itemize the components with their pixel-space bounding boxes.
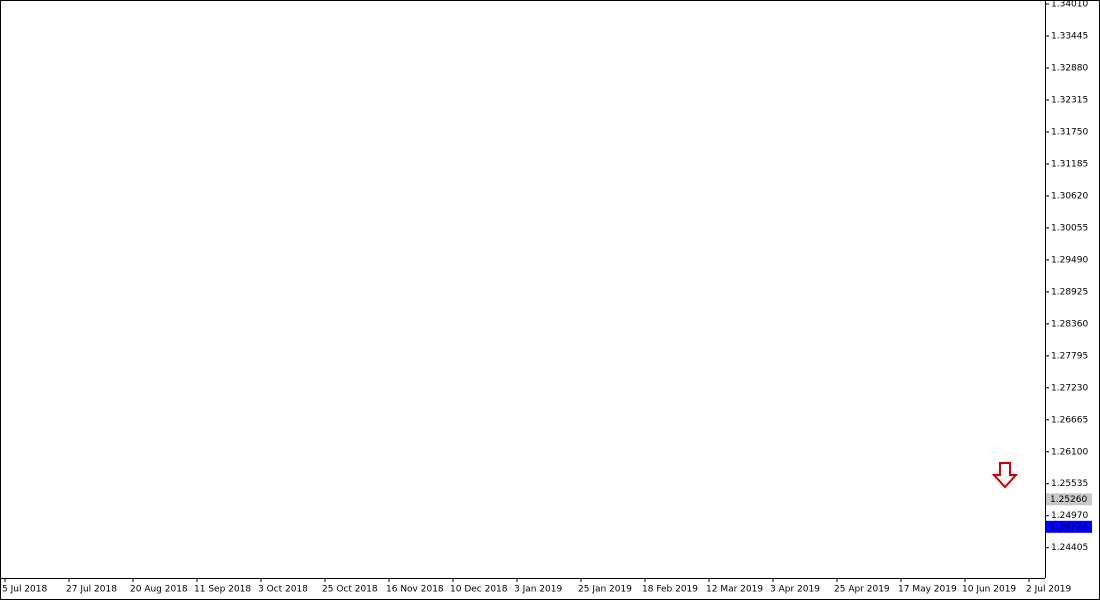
x-tick-label: 2 Jul 2019 — [1026, 585, 1071, 595]
x-tick-label: 16 Nov 2018 — [386, 585, 444, 595]
y-tick-label: 1.31185 — [1051, 159, 1088, 169]
x-tick-label: 5 Jul 2018 — [2, 585, 47, 595]
price-label: 1.24774 — [1050, 522, 1087, 532]
x-tick-label: 20 Aug 2018 — [130, 585, 188, 595]
x-tick-label: 3 Apr 2019 — [770, 585, 820, 595]
y-tick-label: 1.26665 — [1051, 415, 1088, 425]
y-tick-label: 1.31750 — [1051, 127, 1088, 137]
price-label-box — [1046, 520, 1092, 533]
y-tick-label: 1.33445 — [1051, 31, 1088, 41]
y-tick-label: 1.29490 — [1051, 255, 1088, 265]
x-tick-label: 17 May 2019 — [898, 585, 957, 595]
y-tick-label: 1.32880 — [1051, 63, 1088, 73]
price-label: 1.25260 — [1050, 495, 1087, 505]
x-tick-label: 25 Apr 2019 — [834, 585, 890, 595]
y-tick-label: 1.24970 — [1051, 511, 1088, 521]
x-tick-label: 18 Feb 2019 — [642, 585, 698, 595]
y-tick-label: 1.32315 — [1051, 95, 1088, 105]
x-tick-label: 3 Oct 2018 — [258, 585, 308, 595]
x-tick-label: 3 Jan 2019 — [514, 585, 562, 595]
y-tick-label: 1.24405 — [1051, 543, 1088, 553]
x-tick-label: 25 Oct 2018 — [322, 585, 378, 595]
x-tick-label: 11 Sep 2018 — [194, 585, 251, 595]
down-arrow-annotation — [991, 462, 1019, 489]
y-tick-label: 1.34010 — [1051, 0, 1088, 9]
arrow-shape — [991, 462, 1019, 489]
x-tick-label: 10 Dec 2018 — [450, 585, 508, 595]
price-label-box — [1046, 493, 1092, 506]
x-tick-label: 10 Jun 2019 — [962, 585, 1016, 595]
y-tick-label: 1.25535 — [1051, 479, 1088, 489]
y-tick-label: 1.27795 — [1051, 351, 1088, 361]
y-tick-label: 1.28360 — [1051, 319, 1088, 329]
y-tick-label: 1.30055 — [1051, 223, 1088, 233]
x-tick-label: 12 Mar 2019 — [706, 585, 763, 595]
y-tick-label: 1.30620 — [1051, 191, 1088, 201]
y-tick-label: 1.28925 — [1051, 287, 1088, 297]
x-tick-label: 25 Jan 2019 — [578, 585, 632, 595]
y-tick-label: 1.27230 — [1051, 383, 1088, 393]
x-tick-label: 27 Jul 2018 — [66, 585, 117, 595]
y-tick-label: 1.26100 — [1051, 447, 1088, 457]
